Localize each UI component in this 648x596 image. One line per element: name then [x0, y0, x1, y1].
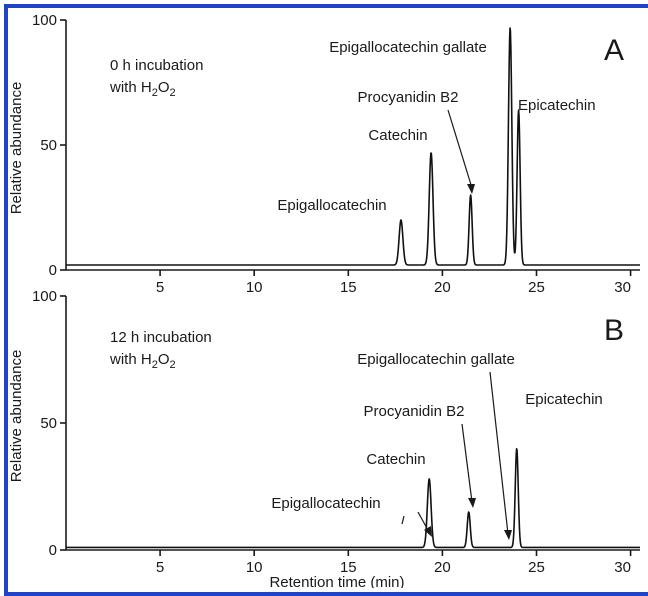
panel-b-note-sub-2: 2 [169, 359, 175, 371]
panel-b-y-tick-label: 0 [49, 542, 57, 559]
panel-a-label-egcg: Epigallocatechin gallate [329, 39, 487, 56]
panel-a-letter: A [604, 34, 624, 67]
panel-b-label-procyanidin-b2: Procyanidin B2 [364, 403, 465, 420]
panel-a-label-epigallocatechin: Epigallocatechin [277, 197, 386, 214]
panel-b-x-tick-label: 25 [528, 559, 545, 576]
panel-a-x-tick-label: 5 [156, 279, 164, 296]
panel-a-y-tick-label: 0 [49, 262, 57, 279]
panel-b-y-tick-label: 100 [32, 288, 57, 305]
panel-b-y-ticks: 0 50 100 [32, 288, 66, 559]
panel-b-x-tick-label: 30 [614, 559, 631, 576]
panel-a-note-line-1: 0 h incubation [110, 57, 203, 74]
panel-b-ylabel: Relative abundance [8, 350, 25, 483]
panel-b-label-egcg: Epigallocatechin gallate [357, 351, 515, 368]
panel-a-x-tick-label: 25 [528, 279, 545, 296]
panel-b-label-catechin: Catechin [366, 451, 425, 468]
panel-a-note-sub-1: 2 [152, 87, 158, 99]
panel-b: 5 10 15 20 25 30 0 50 100 Relative abundance Re… [8, 288, 641, 588]
panel-b-x-tick-label: 20 [434, 559, 451, 576]
panel-a-note-with-h: with H [109, 79, 152, 96]
panel-a-x-tick-label: 30 [614, 279, 631, 296]
panel-b-arrow-procyanidin-b2 [461, 423, 476, 508]
panel-a-label-catechin: Catechin [368, 127, 427, 144]
panel-b-note-with-h: with H [109, 351, 152, 368]
panel-b-label-epicatechin: Epicatechin [525, 391, 603, 408]
panel-b-note-line-2: with H2O2 [109, 351, 176, 371]
panel-b-x-tick-label: 15 [340, 559, 357, 576]
panel-b-chromatogram-trace [65, 448, 641, 549]
panel-b-arrow-epigallocatechin [401, 511, 432, 537]
panel-a-y-ticks: 0 50 100 [32, 12, 66, 279]
panel-a-x-tick-label: 15 [340, 279, 357, 296]
panel-b-note-line-1: 12 h incubation [110, 329, 212, 346]
panel-b-letter: B [604, 314, 624, 347]
panel-a-note-line-2: with H2O2 [109, 79, 176, 99]
panel-b-arrow-egcg [489, 371, 512, 540]
panel-b-note-sub-1: 2 [152, 359, 158, 371]
panel-a-y-tick-label: 100 [32, 12, 57, 29]
panel-a-note-sub-2: 2 [169, 87, 175, 99]
panel-a-note-o: O [158, 79, 170, 96]
panel-a-ylabel: Relative abundance [8, 82, 25, 215]
panel-a-arrow-procyanidin-b2 [447, 109, 475, 194]
panel-a-chromatogram-trace [65, 27, 641, 266]
panel-a-x-tick-label: 10 [246, 279, 263, 296]
panel-b-y-tick-label: 50 [40, 415, 57, 432]
panel-a-x-ticks: 5 10 15 20 25 30 [156, 270, 632, 296]
panel-a-label-procyanidin-b2: Procyanidin B2 [358, 89, 459, 106]
panel-b-x-tick-label: 5 [156, 559, 164, 576]
panel-b-x-ticks: 5 10 15 20 25 30 [156, 550, 632, 576]
panel-b-x-tick-label: 10 [246, 559, 263, 576]
panel-b-xlabel: Retention time (min) [269, 574, 404, 588]
panel-b-label-epigallocatechin: Epigallocatechin [271, 495, 380, 512]
chromatogram-figure: 5 10 15 20 25 30 0 50 100 Relative abundance A … [4, 4, 648, 596]
panel-a-y-tick-label: 50 [40, 137, 57, 154]
panel-a-label-epicatechin: Epicatechin [518, 97, 596, 114]
panel-b-note-o: O [158, 351, 170, 368]
panel-a-x-tick-label: 20 [434, 279, 451, 296]
